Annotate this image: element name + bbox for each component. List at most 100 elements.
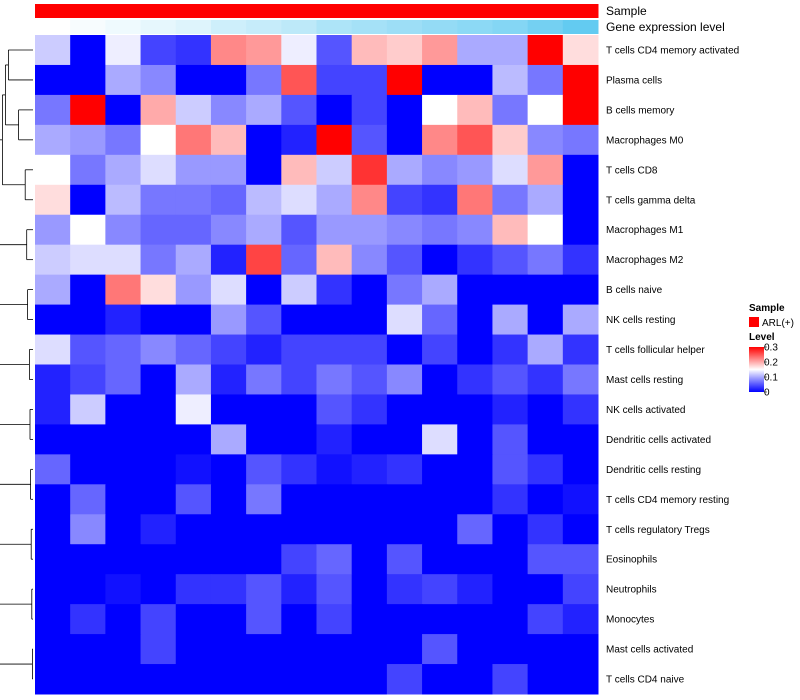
heatmap-cell	[246, 214, 282, 246]
heatmap-cell	[386, 544, 423, 575]
heatmap-cell	[70, 634, 106, 665]
heatmap-cell	[386, 514, 423, 545]
heatmap-cell	[140, 244, 177, 276]
sample-annotation-cell	[316, 4, 353, 18]
gene-expression-annotation-cell	[210, 20, 247, 34]
heatmap-cell	[246, 364, 282, 395]
heatmap-cell	[316, 334, 353, 365]
heatmap-cell	[210, 634, 247, 665]
heatmap-cell	[492, 274, 529, 306]
heatmap-cell	[316, 35, 353, 66]
heatmap-cell	[281, 94, 317, 126]
heatmap-cell	[386, 214, 423, 246]
heatmap-cell	[140, 334, 177, 365]
heatmap-cell	[562, 604, 599, 635]
heatmap-cell	[527, 35, 564, 66]
heatmap-cell	[527, 244, 564, 276]
heatmap-cell	[527, 154, 564, 186]
heatmap-cell	[210, 364, 247, 395]
heatmap-cell	[175, 274, 212, 306]
sample-annotation-cell	[562, 4, 599, 18]
heatmap-cell	[281, 124, 317, 156]
heatmap-cell	[35, 35, 71, 66]
heatmap-cell	[422, 124, 458, 156]
heatmap-cell	[422, 274, 458, 306]
heatmap-cell	[70, 154, 106, 186]
heatmap-cell	[457, 424, 493, 455]
heatmap-cell	[70, 484, 106, 515]
heatmap-cell	[281, 364, 317, 395]
heatmap-cell	[492, 304, 529, 336]
heatmap-cell	[175, 35, 212, 66]
heatmap-cell	[281, 394, 317, 425]
heatmap-cell	[210, 184, 247, 216]
heatmap-cell	[35, 544, 71, 575]
heatmap-cell	[35, 514, 71, 545]
heatmap-cell	[562, 634, 599, 665]
heatmap-cell	[351, 664, 388, 695]
heatmap-cell	[386, 154, 423, 186]
heatmap-cell	[351, 424, 388, 455]
heatmap-cell	[246, 634, 282, 665]
heatmap-cell	[492, 664, 529, 695]
heatmap-cell	[457, 244, 493, 276]
heatmap-cell	[562, 514, 599, 545]
heatmap-cell	[422, 304, 458, 336]
legend-tick-label: 0	[764, 388, 770, 399]
gene-expression-annotation-cell	[35, 20, 71, 34]
heatmap-cell	[246, 94, 282, 126]
heatmap-cell	[281, 35, 317, 66]
heatmap-cell	[316, 514, 353, 545]
heatmap-cell	[281, 274, 317, 306]
heatmap-cell	[281, 634, 317, 665]
heatmap-cell	[140, 394, 177, 425]
heatmap-cell	[316, 664, 353, 695]
heatmap-cell	[70, 64, 106, 96]
heatmap-cell	[386, 184, 423, 216]
heatmap-cell	[457, 514, 493, 545]
heatmap-cell	[351, 35, 388, 66]
sample-annotation-cell	[457, 4, 493, 18]
heatmap-cell	[281, 664, 317, 695]
heatmap-cell	[457, 544, 493, 575]
row-labels: T cells CD4 memory activated Plasma cells…	[606, 45, 739, 685]
heatmap-cell	[457, 64, 493, 96]
heatmap-cell	[457, 634, 493, 665]
heatmap-cell	[175, 214, 212, 246]
heatmap-cell	[351, 604, 388, 635]
heatmap-cell	[210, 154, 247, 186]
heatmap-cell	[35, 484, 71, 515]
heatmap-cell	[492, 454, 529, 485]
heatmap-cell	[210, 514, 247, 545]
heatmap-cell	[175, 604, 212, 635]
heatmap-cell	[527, 634, 564, 665]
heatmap-cell	[105, 514, 142, 545]
heatmap-cell	[422, 364, 458, 395]
heatmap-cell	[140, 154, 177, 186]
heatmap-cell	[562, 394, 599, 425]
heatmap-cell	[422, 244, 458, 276]
gene-expression-annotation-cell	[281, 20, 317, 34]
heatmap-cell	[492, 484, 529, 515]
row-label: Mast cells activated	[606, 645, 693, 656]
heatmap-cell	[457, 574, 493, 605]
heatmap-cell	[316, 574, 353, 605]
heatmap-cell	[527, 334, 564, 365]
heatmap-cell	[105, 35, 142, 66]
heatmap-cell	[457, 334, 493, 365]
heatmap-cell	[35, 124, 71, 156]
heatmap-cell	[281, 574, 317, 605]
row-label: Eosinophils	[606, 555, 657, 566]
heatmap-cell	[527, 364, 564, 395]
heatmap-cell	[35, 364, 71, 395]
heatmap-cell	[457, 304, 493, 336]
heatmap-cell	[246, 574, 282, 605]
heatmap-cell	[210, 574, 247, 605]
legend-tick-label: 0.1	[764, 373, 778, 384]
heatmap-cell	[210, 94, 247, 126]
heatmap-cell	[175, 394, 212, 425]
gene-expression-annotation-cell	[70, 20, 106, 34]
heatmap-cell	[422, 214, 458, 246]
heatmap-cell	[457, 484, 493, 515]
